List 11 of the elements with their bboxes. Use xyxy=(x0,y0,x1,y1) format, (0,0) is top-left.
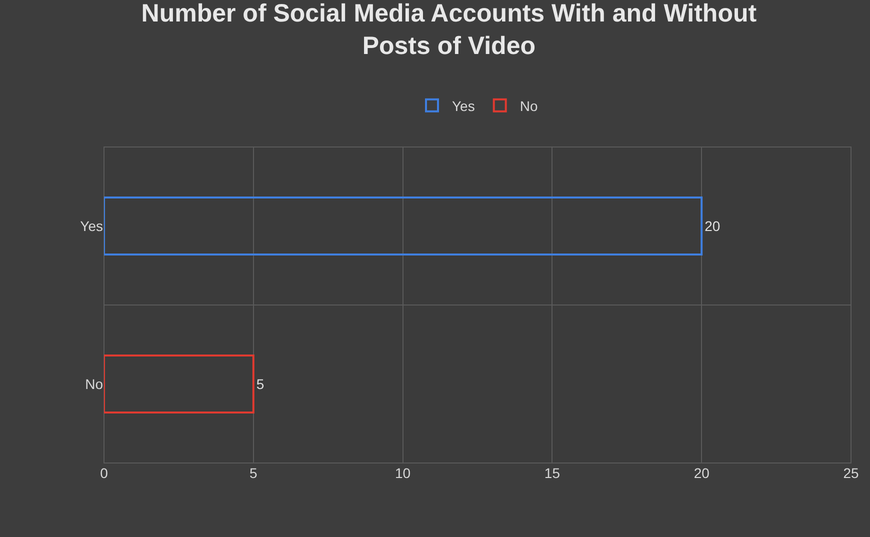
x-tick-label: 25 xyxy=(843,465,859,481)
chart-title: Number of Social Media Accounts With and Without Posts of Video xyxy=(141,0,758,60)
data-label: 20 xyxy=(704,218,720,234)
legend-label: Yes xyxy=(452,98,475,114)
x-tick-label: 10 xyxy=(395,465,411,481)
x-tick-label: 15 xyxy=(544,465,560,481)
x-tick-label: 5 xyxy=(250,465,258,481)
legend-label: No xyxy=(520,98,538,114)
x-tick-label: 0 xyxy=(100,465,108,481)
data-label: 5 xyxy=(256,376,264,392)
x-tick-label: 20 xyxy=(694,465,710,481)
